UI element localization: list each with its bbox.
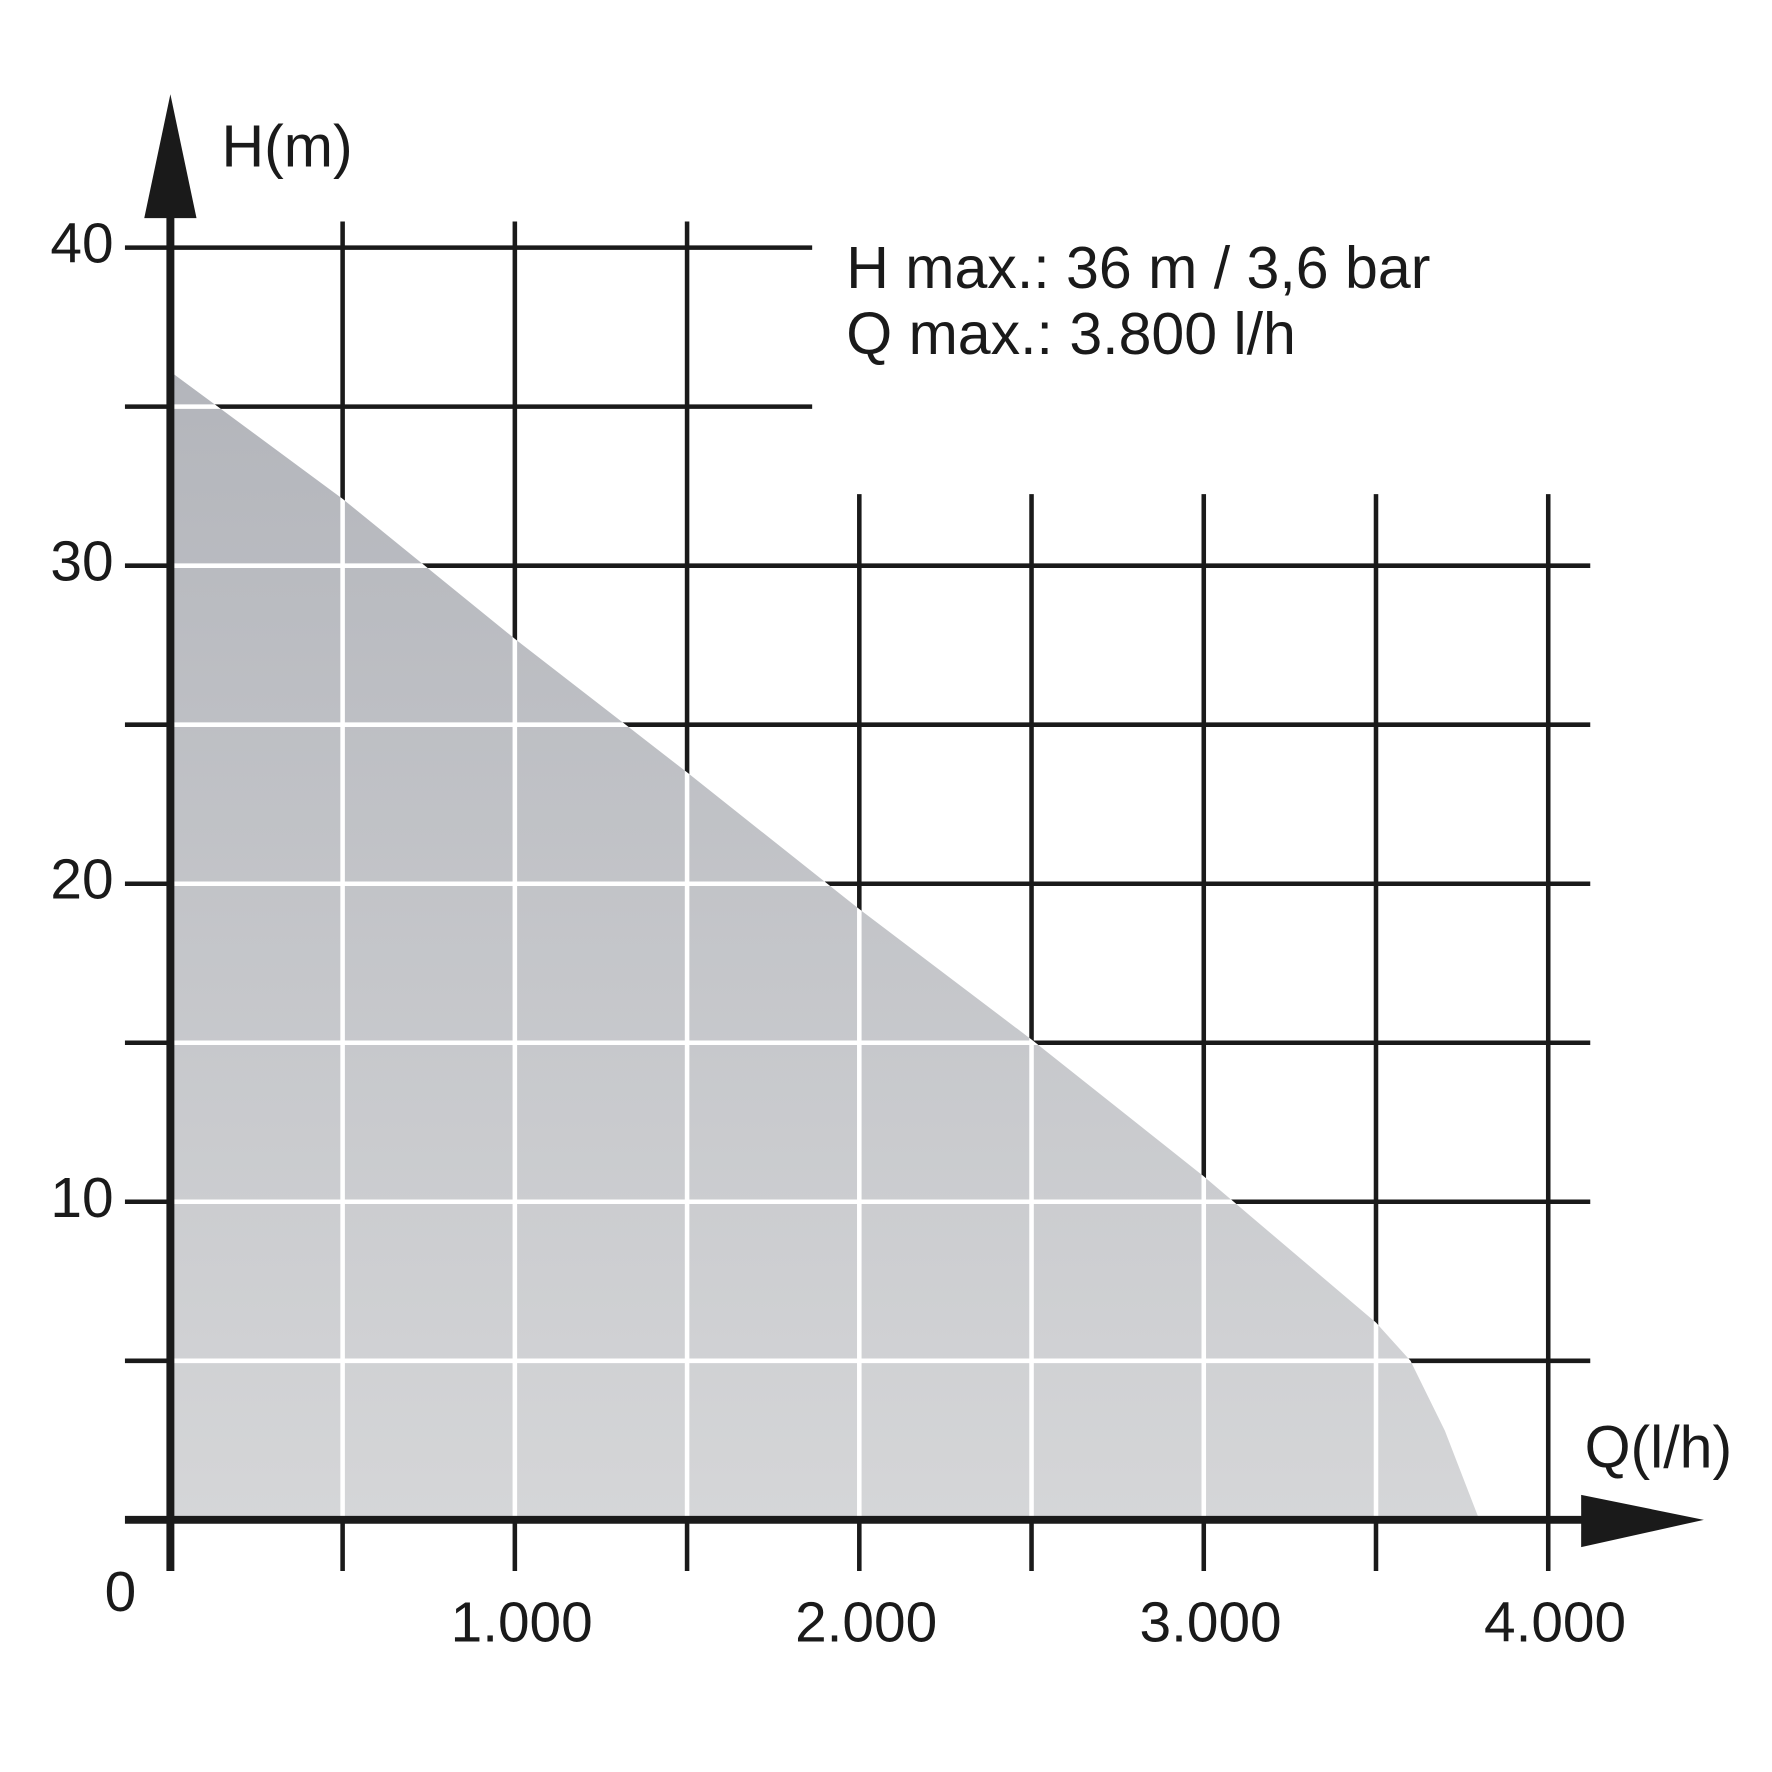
x-tick-label: 0 xyxy=(105,1561,137,1624)
area xyxy=(170,371,1480,1520)
x-tick-label: 3.000 xyxy=(1140,1592,1282,1655)
x-axis-arrow xyxy=(1581,1494,1704,1548)
axes: 10 20 30 40 0 1.000 2.000 3.000 4.000 xyxy=(50,94,1704,1655)
annotation: Q max.: 3.800 l/h xyxy=(846,301,1296,367)
x-tick-label: 2.000 xyxy=(795,1592,937,1655)
annotation: H max.: 36 m / 3,6 bar xyxy=(846,235,1430,301)
y-tick-label: 20 xyxy=(50,849,113,912)
y-tick-label: 10 xyxy=(50,1167,113,1230)
y-tick-label: 30 xyxy=(50,531,113,594)
y-axis-label: H(m) xyxy=(222,114,353,180)
area-layer xyxy=(170,371,1480,1520)
x-tick-label: 1.000 xyxy=(451,1592,593,1655)
y-axis-arrow xyxy=(144,94,197,219)
x-axis-label: Q(l/h) xyxy=(1585,1414,1733,1480)
x-tick-label: 4.000 xyxy=(1484,1592,1626,1655)
y-tick-label: 40 xyxy=(50,213,113,276)
